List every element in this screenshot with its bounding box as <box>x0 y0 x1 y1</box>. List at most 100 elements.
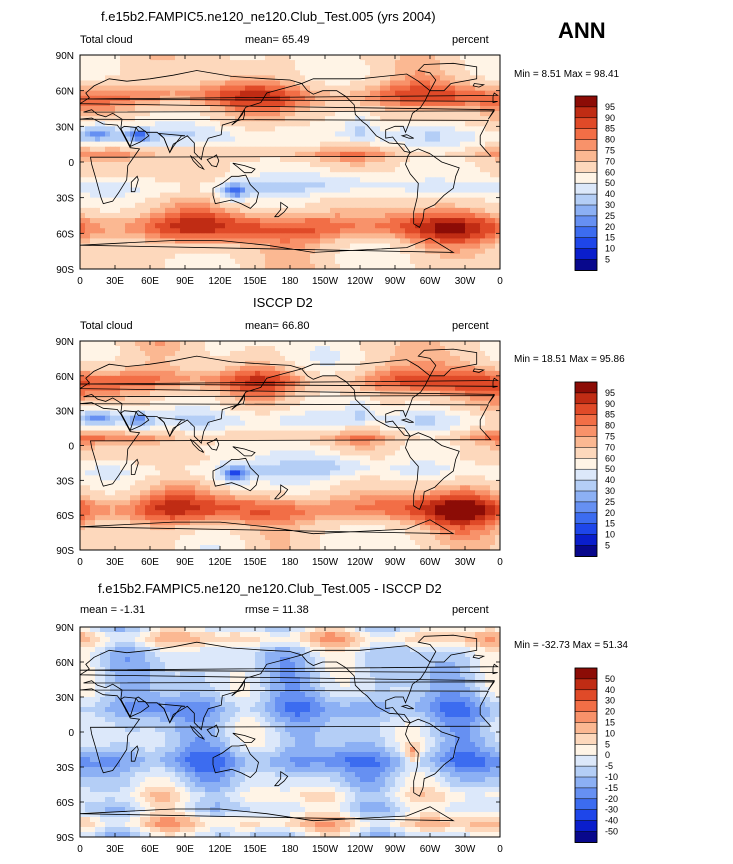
y-tick-label: 30N <box>56 693 74 704</box>
colorbar-box <box>574 798 598 811</box>
panel-3-title: f.e15b2.FAMPIC5.ne120_ne120.Club_Test.00… <box>98 581 442 596</box>
colorbar-label: 15 <box>605 519 615 529</box>
coastlines-1 <box>80 62 499 253</box>
colorbar-label: 90 <box>605 399 615 409</box>
panel-3-rmse-label: rmse = 11.38 <box>245 604 309 616</box>
colorbar-box <box>574 787 598 800</box>
colorbar-label: 0 <box>605 750 610 760</box>
colorbar-label: 80 <box>605 421 615 431</box>
x-tick-label: 150W <box>312 557 339 568</box>
colorbar-box <box>574 128 598 141</box>
x-tick-label: 120E <box>208 557 232 568</box>
x-tick-label: 30W <box>455 276 476 287</box>
colorbar-box <box>574 545 598 557</box>
colorbar-box <box>574 172 598 184</box>
x-tick-label: 60W <box>420 557 441 568</box>
colorbar-box <box>574 447 598 459</box>
colorbar-label: 30 <box>605 696 615 706</box>
x-tick-label: 180 <box>282 557 299 568</box>
colorbar-box <box>574 711 598 724</box>
colorbar-label: 10 <box>605 728 615 738</box>
x-tick-label: 0 <box>497 844 503 855</box>
y-tick-label: 60N <box>56 372 74 383</box>
colorbar-label: 20 <box>605 222 615 232</box>
x-tick-label: 60W <box>420 276 441 287</box>
panel-1-variable-label: Total cloud <box>80 34 133 46</box>
colorbar-label: -20 <box>605 794 618 804</box>
x-tick-label: 30E <box>106 844 124 855</box>
x-tick-label: 120E <box>208 844 232 855</box>
map-panel-2: 0 30E 60E 90E 120E 150E 180 150W 120W 90W 60W 30W 09… <box>56 337 504 568</box>
colorbar-label: 5 <box>605 541 610 551</box>
y-tick-label: 90N <box>56 337 74 348</box>
y-tick-label: 60S <box>56 798 74 809</box>
colorbar-box <box>574 204 598 217</box>
x-tick-label: 90W <box>385 557 406 568</box>
x-tick-label: 30E <box>106 276 124 287</box>
colorbar-box <box>574 700 598 713</box>
colorbar-box <box>574 215 598 228</box>
colorbar-label: -40 <box>605 816 618 826</box>
y-tick-label: 90S <box>56 546 74 557</box>
x-tick-label: 60W <box>420 844 441 855</box>
x-tick-label: 90E <box>176 844 194 855</box>
colorbar-box <box>574 744 598 756</box>
colorbar-box <box>574 106 598 119</box>
colorbar-label: 95 <box>605 388 615 398</box>
y-tick-label: 90N <box>56 51 74 62</box>
x-tick-label: 0 <box>77 557 83 568</box>
colorbar-box <box>574 765 598 778</box>
colorbar-box <box>574 436 598 448</box>
colorbar-label: 40 <box>605 685 615 695</box>
x-tick-label: 30W <box>455 557 476 568</box>
y-tick-label: 30S <box>56 763 74 774</box>
x-tick-label: 0 <box>77 276 83 287</box>
colorbar-label: -30 <box>605 805 618 815</box>
colorbar-label: 85 <box>605 410 615 420</box>
panel-2-mean-label: mean= 66.80 <box>245 320 310 332</box>
panel-1-mean-label: mean= 65.49 <box>245 34 310 46</box>
colorbar-box <box>574 193 598 206</box>
colorbar-box <box>574 667 598 680</box>
x-tick-label: 90E <box>176 276 194 287</box>
x-tick-label: 120E <box>208 276 232 287</box>
y-tick-label: 30N <box>56 407 74 418</box>
colorbar-box <box>574 678 598 691</box>
x-tick-label: 90W <box>385 844 406 855</box>
colorbar-box <box>574 392 598 405</box>
colorbar-box <box>574 381 598 394</box>
colorbar-label: 75 <box>605 432 615 442</box>
colorbar-label: 25 <box>605 497 615 507</box>
coastlines-2 <box>80 348 500 535</box>
colorbar-label: 70 <box>605 442 615 452</box>
coastlines-3 <box>80 634 499 822</box>
colorbar-box <box>574 248 598 261</box>
colorbar-box <box>574 425 598 438</box>
colorbar-box <box>574 259 598 271</box>
colorbar-box <box>574 95 598 108</box>
colorbar-label: 5 <box>605 255 610 265</box>
colorbar-label: 90 <box>605 113 615 123</box>
x-tick-label: 30E <box>106 557 124 568</box>
colorbar-label: 40 <box>605 189 615 199</box>
x-tick-label: 150W <box>312 844 339 855</box>
panel-2-minmax: Min = 18.51 Max = 95.86 <box>514 354 625 365</box>
colorbar-box <box>574 689 598 702</box>
y-tick-label: 90S <box>56 833 74 844</box>
colorbar-label: 70 <box>605 156 615 166</box>
colorbar-label: 50 <box>605 674 615 684</box>
panel-1-units-label: percent <box>452 34 489 46</box>
x-tick-label: 0 <box>497 276 503 287</box>
colorbar-box <box>574 161 598 173</box>
x-tick-label: 180 <box>282 844 299 855</box>
colorbar-label: 20 <box>605 508 615 518</box>
colorbar-label: -5 <box>605 761 613 771</box>
x-tick-label: 60E <box>141 557 159 568</box>
panel-2-units-label: percent <box>452 320 489 332</box>
colorbar-label: 50 <box>605 178 615 188</box>
colorbar-box <box>574 722 598 734</box>
y-tick-label: 60S <box>56 229 74 240</box>
x-tick-label: 30W <box>455 844 476 855</box>
